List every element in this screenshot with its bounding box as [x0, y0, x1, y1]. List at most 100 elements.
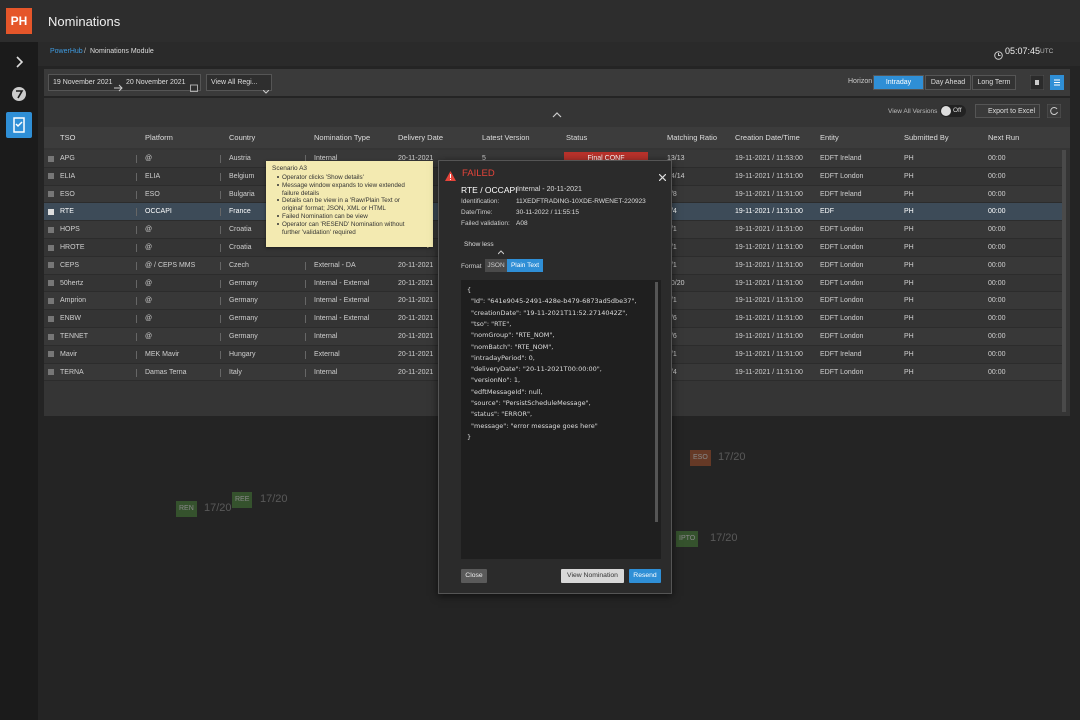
date-range[interactable]: 19 November 2021 20 November 2021: [48, 74, 201, 92]
table-cell: France: [229, 208, 251, 216]
code-line: "Id": "641e9045-2491-428e-b479-6873ad5db…: [471, 297, 637, 306]
table-cell: 20-11-2021: [398, 315, 434, 323]
map-view-btn[interactable]: [1029, 74, 1045, 91]
table-cell: 19-11-2021 / 11:51:00: [735, 190, 803, 198]
col-divider: [305, 297, 306, 306]
tooltip-arrow: [420, 236, 432, 248]
column-header[interactable]: Submitted By: [904, 133, 949, 142]
scrollbar: [1062, 150, 1066, 412]
column-header[interactable]: Entity: [820, 133, 839, 142]
col-divider: [136, 244, 137, 252]
column-header[interactable]: Status: [566, 133, 588, 142]
popup-button[interactable]: Resend: [629, 569, 661, 583]
row-expand[interactable]: [48, 297, 54, 304]
col-divider: [136, 333, 137, 341]
export-text: Export to Excel: [988, 108, 1036, 115]
col-divider: [220, 208, 221, 217]
row-expand[interactable]: [48, 155, 54, 162]
col-divider: [220, 368, 221, 377]
column-header[interactable]: Delivery Date: [398, 133, 444, 142]
calendar-icon-svg: [190, 84, 198, 92]
toggle-text: Off: [953, 107, 962, 114]
versions-toggle[interactable]: Off: [940, 105, 966, 117]
column-header[interactable]: Next Run: [988, 133, 1020, 142]
table-cell: @: [145, 333, 153, 340]
row-expand[interactable]: [48, 351, 54, 358]
collapse-icon[interactable]: [552, 106, 562, 118]
row-expand[interactable]: [48, 262, 54, 269]
date-from: 19 November 2021: [53, 79, 113, 86]
table-cell: Germany: [229, 333, 258, 340]
row-expand[interactable]: [48, 333, 54, 340]
breadcrumb-sep: /: [84, 48, 86, 55]
clock-icon-svg: [994, 51, 1003, 60]
table-cell: Internal: [314, 333, 338, 340]
column-header[interactable]: Platform: [145, 133, 173, 142]
table-cell: Internal - External: [314, 315, 370, 323]
table-cell: PH: [904, 244, 914, 251]
popup-button[interactable]: View Nomination: [561, 569, 624, 583]
table-cell: 19-11-2021 / 11:51:00: [735, 226, 803, 234]
table-cell: PH: [904, 279, 914, 287]
show-less-caret[interactable]: [497, 242, 505, 255]
table-cell: OCCAPI: [145, 208, 172, 216]
table-cell: @: [145, 244, 153, 251]
nav-active[interactable]: [6, 112, 32, 138]
row-expand[interactable]: [48, 244, 54, 251]
column-header[interactable]: Creation Date/Time: [735, 133, 800, 142]
code-box: {"Id": "641e9045-2491-428e-b479-6873ad5d…: [461, 280, 661, 559]
table-cell: 20-11-2021: [398, 279, 434, 287]
tooltip-bullet-dot: [277, 215, 279, 217]
refresh-btn[interactable]: [1046, 103, 1062, 119]
format-option[interactable]: JSON: [485, 259, 507, 272]
row-expand[interactable]: [48, 315, 54, 322]
nav-icon[interactable]: [11, 86, 27, 102]
table-cell: Belgium: [229, 172, 255, 180]
column-header[interactable]: TSO: [60, 133, 76, 142]
breadcrumb-link[interactable]: PowerHub: [50, 48, 83, 55]
map-ratio: 17/20: [260, 493, 288, 505]
clock-tz: UTC: [1040, 48, 1054, 55]
popup-button[interactable]: Close: [461, 569, 487, 583]
list-view-btn[interactable]: [1050, 75, 1064, 90]
row-expand[interactable]: [48, 191, 54, 198]
table-cell: EDFT London: [820, 368, 864, 376]
logo[interactable]: PH: [6, 8, 32, 34]
region-text: View All Regi...: [211, 79, 258, 86]
tooltip-bullet: Message window expands to view extended …: [282, 181, 405, 197]
row-expand[interactable]: [48, 369, 54, 376]
row-expand[interactable]: [48, 173, 54, 180]
row-expand[interactable]: [48, 226, 54, 233]
table-cell: 20-11-2021: [398, 333, 434, 340]
region-select[interactable]: View All Regi...: [206, 74, 272, 94]
horizon-option[interactable]: Intraday: [873, 75, 924, 90]
column-header[interactable]: Nomination Type: [314, 133, 371, 142]
field-value: 30-11-2022 / 11:55:15: [516, 209, 580, 216]
close-icon[interactable]: [658, 168, 667, 182]
format-option[interactable]: Plain Text: [507, 259, 543, 272]
show-less[interactable]: Show less: [464, 241, 494, 248]
column-header[interactable]: Country: [229, 133, 256, 142]
table-cell: TENNET: [60, 333, 88, 340]
code-line: "edftMessageId": null,: [471, 387, 543, 396]
table-cell: PH: [904, 350, 914, 358]
table-cell: Czech: [229, 261, 249, 269]
table-cell: Internal - External: [314, 279, 370, 287]
table-cell: RTE: [60, 208, 74, 216]
col-divider: [305, 261, 306, 270]
table-cell: External - DA: [314, 261, 356, 269]
column-header[interactable]: Matching Ratio: [667, 133, 718, 142]
table-cell: EDFT London: [820, 226, 864, 234]
horizon-option[interactable]: Long Term: [972, 75, 1016, 90]
export-btn[interactable]: Export to Excel: [975, 104, 1040, 118]
horizon-option[interactable]: Day Ahead: [925, 75, 971, 90]
expand-icon[interactable]: [12, 55, 26, 69]
column-header[interactable]: Latest Version: [482, 133, 530, 142]
tooltip-title: Scenario A3: [272, 165, 308, 172]
row-expand[interactable]: [48, 280, 54, 287]
format-label: Format: [461, 263, 482, 270]
row-expand[interactable]: [48, 208, 54, 215]
table-cell: EDF: [820, 208, 834, 216]
table-cell: 00:00: [988, 155, 1006, 162]
scenario-tooltip: Scenario A3 Operator clicks 'Show details…: [266, 161, 433, 247]
